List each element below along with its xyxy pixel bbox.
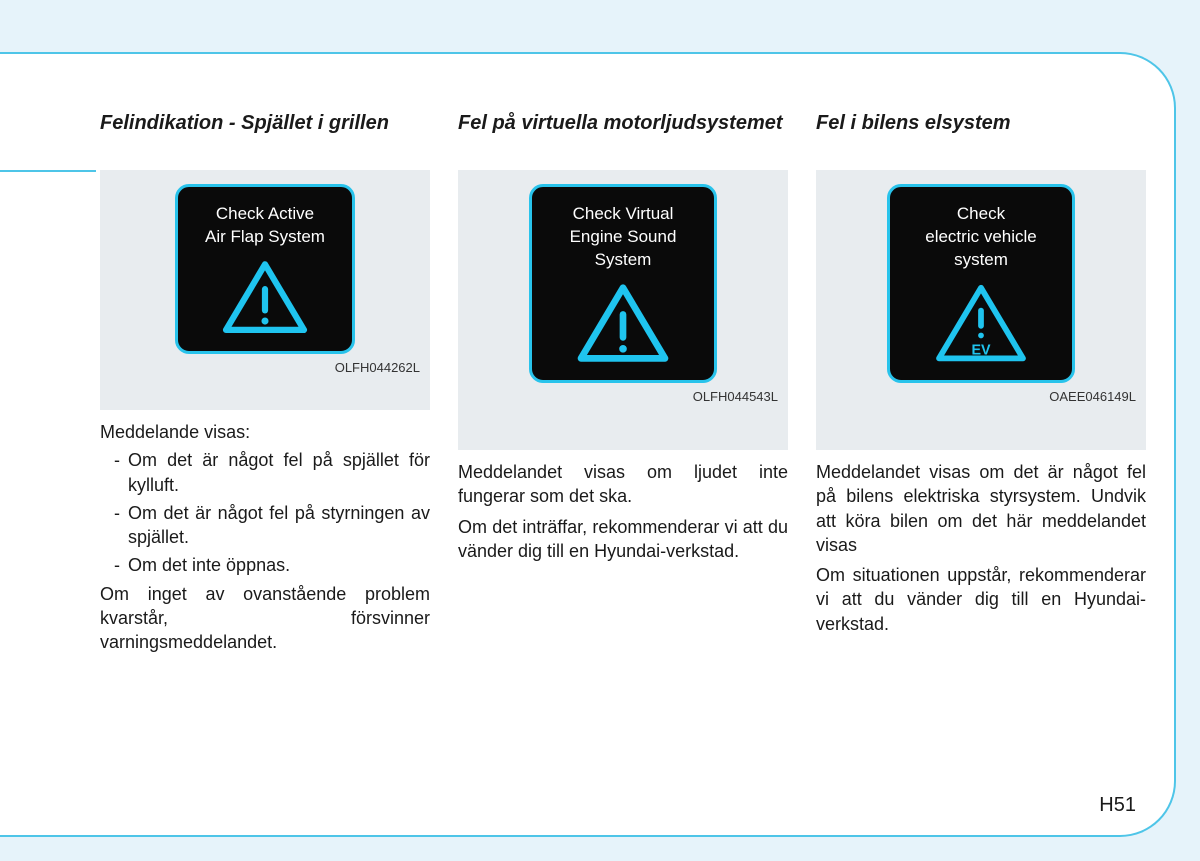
body-2: Meddelandet visas om ljudet inte fungera… [458,460,788,563]
columns: Felindikation - Spjället i grillen Check… [100,112,1142,661]
heading-1: Felindikation - Spjället i grillen [100,112,430,160]
warning-triangle-icon [220,259,310,337]
screen-text-3: Check electric vehicle system [908,203,1054,272]
list-item: Om det är något fel på styrningen av spj… [114,501,430,550]
warning-triangle-icon [575,282,671,366]
column-3: Fel i bilens elsystem Check electric veh… [816,112,1146,661]
p2-2: Om det inträffar, rekommenderar vi att d… [458,515,788,564]
body-1: Meddelande visas: Om det är något fel på… [100,420,430,655]
display-panel-3: Check electric vehicle system EV OAEE046… [816,170,1146,450]
divider-line [0,170,96,172]
p3-2: Om situationen uppstår, rekommenderar vi… [816,563,1146,636]
page-content: Felindikation - Spjället i grillen Check… [0,52,1176,837]
display-panel-2: Check Virtual Engine Sound System OLFH04… [458,170,788,450]
screen-text-2: Check Virtual Engine Sound System [550,203,696,272]
dashboard-screen-3: Check electric vehicle system EV [887,184,1075,383]
body-3: Meddelandet visas om det är något fel på… [816,460,1146,636]
display-panel-1: Check Active Air Flap System OLFH044262L [100,170,430,410]
p3-1: Meddelandet visas om det är något fel på… [816,460,1146,557]
page-number: H51 [1099,794,1136,817]
bullet-list-1: Om det är något fel på spjället för kyll… [100,448,430,577]
warning-triangle-ev-icon: EV [933,282,1029,366]
column-2: Fel på virtuella motorljudsystemet Check… [458,112,788,661]
lead-1: Meddelande visas: [100,420,430,444]
list-item: Om det är något fel på spjället för kyll… [114,448,430,497]
screen-text-1: Check Active Air Flap System [196,203,334,249]
heading-2: Fel på virtuella motorljudsystemet [458,112,788,160]
image-code-3: OAEE046149L [826,389,1136,404]
heading-3: Fel i bilens elsystem [816,112,1146,160]
svg-text:EV: EV [971,342,991,358]
list-item: Om det inte öppnas. [114,553,430,577]
column-1: Felindikation - Spjället i grillen Check… [100,112,430,661]
dashboard-screen-2: Check Virtual Engine Sound System [529,184,717,383]
image-code-2: OLFH044543L [468,389,778,404]
p2-1: Meddelandet visas om ljudet inte fungera… [458,460,788,509]
tail-1: Om inget av ovanstående problem kvarstår… [100,582,430,655]
image-code-1: OLFH044262L [110,360,420,375]
dashboard-screen-1: Check Active Air Flap System [175,184,355,354]
